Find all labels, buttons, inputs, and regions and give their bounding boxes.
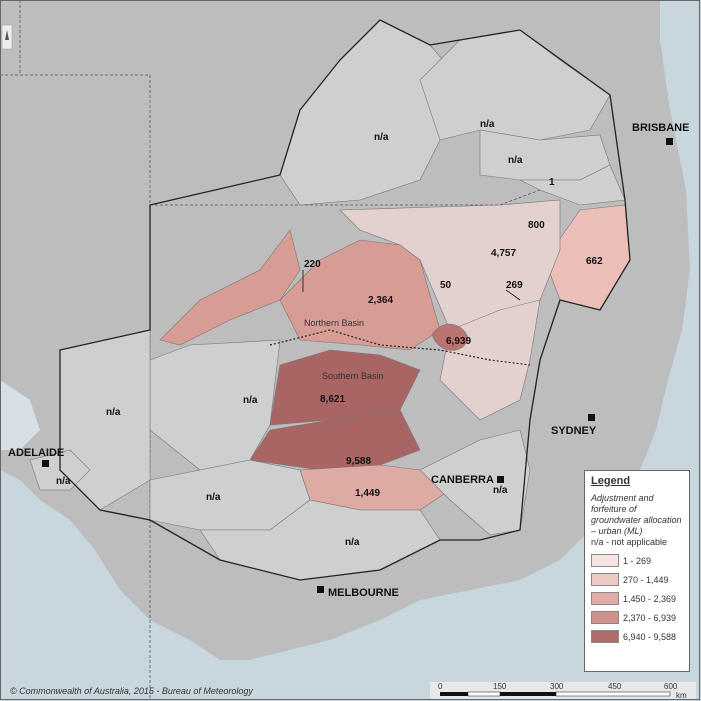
label-paroo: n/a	[374, 132, 389, 143]
north-arrow-icon	[1, 24, 13, 50]
legend-title: Legend	[591, 475, 631, 487]
legend-subtitle: Adjustment and forfeiture of groundwater…	[591, 493, 682, 536]
label-namoi: 4,757	[491, 248, 516, 259]
legend-swatch-4	[591, 611, 619, 624]
scale-tick-600: 600	[664, 682, 678, 691]
region-macquarie	[431, 323, 469, 351]
legend-swatch-1	[591, 554, 619, 567]
copyright-text: © Commonwealth of Australia, 2015 - Bure…	[10, 686, 253, 696]
legend-label-1: 1 - 269	[623, 555, 652, 566]
gulf	[0, 380, 40, 450]
legend-class-1: 1 - 269	[591, 553, 683, 568]
region-labels: n/a n/a n/a 1 800 662 4,757 50 269 220 2…	[56, 119, 603, 548]
scale-unit: km	[676, 691, 687, 700]
region-eastern-mountain	[419, 429, 531, 536]
label-lachlan-east: 269	[506, 280, 523, 291]
city-marker-canberra	[497, 476, 504, 483]
legend-label-5: 6,940 - 9,588	[623, 631, 677, 642]
label-eastern-mountain: n/a	[493, 485, 508, 496]
legend-swatch-2	[591, 573, 619, 586]
legend-label-3: 1,450 - 2,369	[623, 593, 677, 604]
cities: BRISBANE SYDNEY CANBERRA MELBOURNE ADELA…	[8, 122, 689, 599]
city-label-adelaide: ADELAIDE	[8, 447, 64, 459]
region-murrumbidgee	[269, 349, 421, 426]
scale-tick-150: 150	[493, 682, 507, 691]
label-murrumbidgee: 8,621	[320, 394, 345, 405]
scale-tick-300: 300	[550, 682, 564, 691]
state-border-qld	[150, 189, 581, 206]
city-label-melbourne: MELBOURNE	[328, 587, 399, 599]
region-barwon	[279, 239, 441, 351]
city-marker-brisbane	[666, 138, 673, 145]
label-riverland: n/a	[106, 407, 121, 418]
legend-na-note: n/a - not applicable	[591, 537, 668, 547]
region-lower-darling	[149, 339, 281, 471]
leader-line-269	[505, 289, 521, 301]
label-mallee: n/a	[206, 492, 221, 503]
label-northern-basin: Northern Basin	[304, 318, 364, 328]
label-central-north: 50	[440, 280, 452, 291]
city-label-brisbane: BRISBANE	[632, 122, 689, 134]
city-label-sydney: SYDNEY	[551, 425, 597, 437]
legend-class-2: 270 - 1,449	[591, 572, 683, 587]
basin-outline	[59, 19, 631, 581]
city-label-canberra: CANBERRA	[431, 474, 494, 486]
legend-label-2: 270 - 1,449	[623, 574, 669, 585]
label-gwydir: 800	[528, 220, 545, 231]
label-qld-east: 1	[549, 177, 555, 188]
city-marker-sydney	[588, 414, 595, 421]
label-murray-central: 9,588	[346, 456, 371, 467]
city-marker-adelaide	[42, 460, 49, 467]
label-namoi-east: 662	[586, 256, 603, 267]
regions	[29, 19, 631, 581]
basin-divider	[269, 329, 531, 366]
legend-class-4: 2,370 - 6,939	[591, 610, 683, 625]
label-condamine: n/a	[480, 119, 495, 130]
label-lower-darling: n/a	[243, 395, 258, 406]
label-macquarie: 6,939	[446, 336, 471, 347]
legend-swatch-3	[591, 592, 619, 605]
legend-panel: Legend Adjustment and forfeiture of grou…	[584, 470, 690, 672]
label-barwon: 2,364	[368, 295, 393, 306]
legend-class-5: 6,940 - 9,588	[591, 629, 683, 644]
label-murray-south: 1,449	[355, 488, 380, 499]
legend-swatch-5	[591, 630, 619, 643]
scale-tick-0: 0	[438, 682, 443, 691]
legend-class-3: 1,450 - 2,369	[591, 591, 683, 606]
scale-bar: 0 150 300 450 600 km	[430, 682, 696, 700]
label-sa-lowerlakes: n/a	[56, 476, 71, 487]
label-southern-basin: Southern Basin	[322, 371, 384, 381]
label-goulburn: n/a	[345, 537, 360, 548]
legend-label-4: 2,370 - 6,939	[623, 612, 677, 623]
label-border-rivers: n/a	[508, 155, 523, 166]
city-marker-melbourne	[317, 586, 324, 593]
scale-tick-450: 450	[608, 682, 622, 691]
region-darling-west	[159, 229, 301, 346]
label-darling-west: 220	[304, 259, 321, 270]
